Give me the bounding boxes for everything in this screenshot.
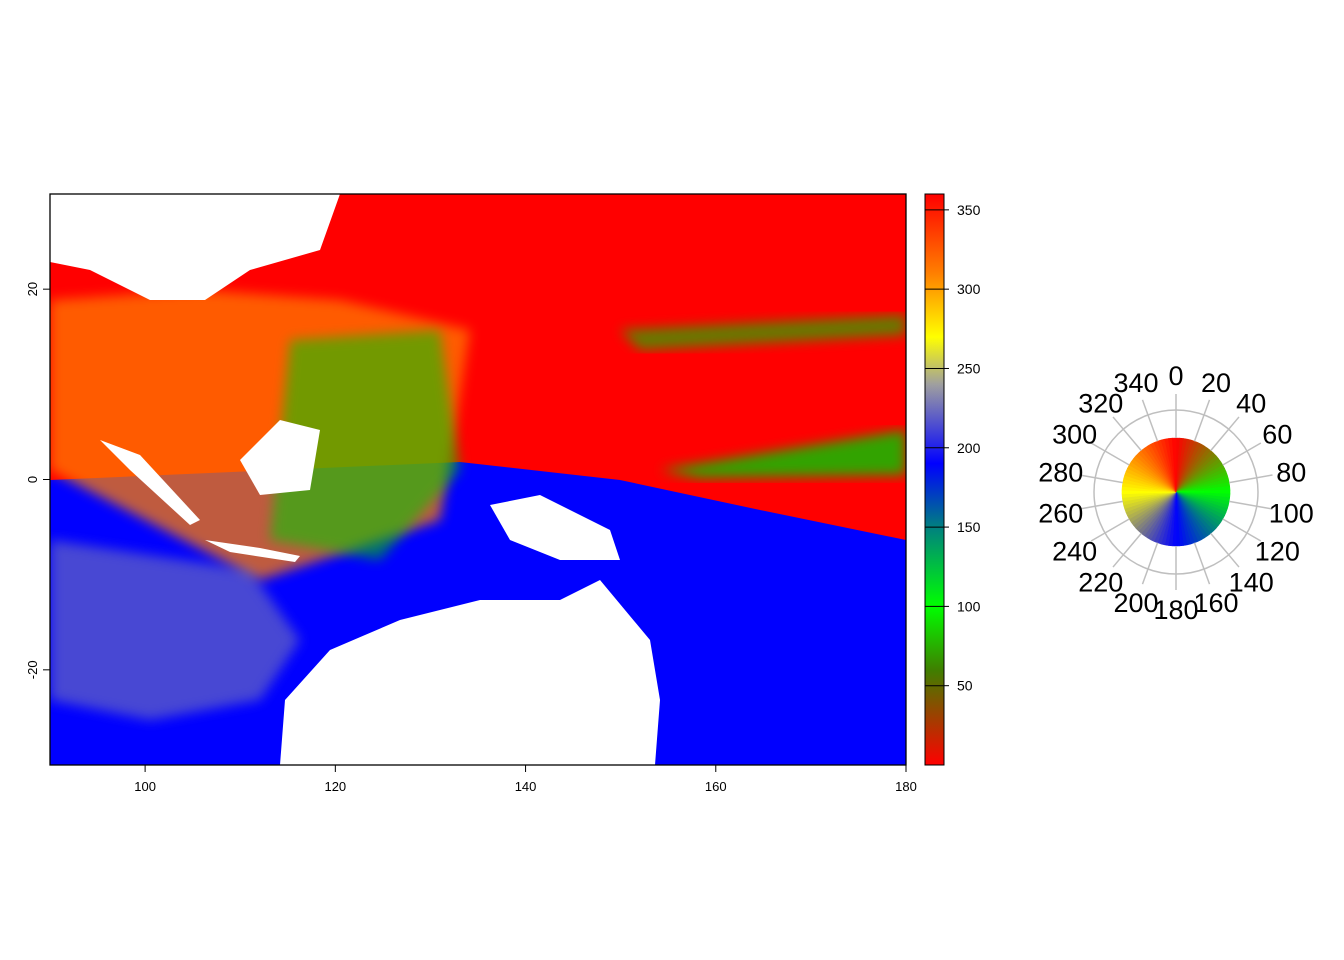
land-australia — [280, 580, 660, 765]
polar-spoke — [1210, 416, 1240, 452]
polar-spoke — [1193, 399, 1211, 442]
map-panel: 100 120 140 160 180 -20 0 20 — [25, 193, 917, 794]
y-axis: -20 0 20 — [25, 282, 50, 679]
polar-angle-label: 280 — [1038, 458, 1083, 488]
polar-angle-label: 300 — [1052, 420, 1097, 450]
polar-spoke — [1210, 532, 1240, 568]
polar-spoke — [1090, 442, 1130, 466]
colorbar-tick-label: 150 — [957, 519, 981, 535]
colorbar-ticks: 50 100 150 200 250 300 350 — [925, 202, 981, 694]
land-java — [205, 540, 300, 562]
polar-angle-label: 80 — [1276, 458, 1306, 488]
polar-spoke — [1229, 474, 1273, 484]
land-borneo — [240, 420, 320, 495]
region-north-band — [620, 315, 906, 350]
polar-spoke — [1112, 532, 1142, 568]
polar-spoke — [1193, 542, 1211, 585]
region-grey-shelf — [50, 540, 300, 720]
polar-angle-label: 320 — [1078, 388, 1123, 418]
colorbar-tick-label: 200 — [957, 440, 981, 456]
polar-spoke — [1229, 500, 1273, 510]
y-tick-label: 20 — [25, 282, 40, 296]
polar-angle-label: 200 — [1113, 588, 1158, 618]
polar-spoke — [1112, 416, 1142, 452]
colorbar-tick-label: 300 — [957, 281, 981, 297]
polar-angle-label: 160 — [1193, 588, 1238, 618]
x-tick-label: 120 — [324, 779, 346, 794]
y-tick-label: 0 — [25, 476, 40, 483]
land-asia — [50, 194, 340, 300]
x-tick-label: 160 — [705, 779, 727, 794]
polar-spoke — [1141, 399, 1159, 442]
direction-wheel — [1121, 437, 1231, 547]
polar-angle-label: 20 — [1201, 368, 1231, 398]
colorbar-tick-label: 250 — [957, 360, 981, 376]
polar-angle-label: 60 — [1262, 420, 1292, 450]
region-equatorial-band — [660, 430, 906, 478]
region-archipelago-green — [270, 330, 460, 560]
polar-spoke — [1141, 542, 1159, 585]
polar-angle-label: 240 — [1052, 537, 1097, 567]
colorbar-tick-label: 350 — [957, 202, 981, 218]
polar-angle-label: 260 — [1038, 498, 1083, 528]
polar-spoke — [1079, 500, 1123, 510]
x-tick-label: 140 — [515, 779, 537, 794]
x-tick-label: 100 — [134, 779, 156, 794]
polar-angle-label: 0 — [1168, 361, 1183, 391]
x-axis: 100 120 140 160 180 — [134, 765, 917, 794]
land-new-guinea — [490, 495, 620, 560]
colorbar-tick-label: 100 — [957, 598, 981, 614]
land-sumatra — [100, 440, 200, 525]
colorbar-gradient — [924, 193, 945, 766]
polar-angle-label: 140 — [1229, 568, 1274, 598]
polar-spoke — [1079, 474, 1123, 484]
polar-angle-label: 40 — [1236, 388, 1266, 418]
polar-angle-label: 340 — [1113, 368, 1158, 398]
x-tick-label: 180 — [895, 779, 917, 794]
polar-angle-label: 120 — [1255, 537, 1300, 567]
polar-spoke — [1222, 442, 1262, 466]
polar-angle-label: 100 — [1269, 498, 1314, 528]
heatmap-field — [50, 194, 906, 765]
polar-spoke — [1090, 518, 1130, 542]
colorbar-tick-label: 50 — [957, 678, 973, 694]
polar-angle-label: 180 — [1153, 595, 1198, 625]
y-tick-label: -20 — [25, 660, 40, 679]
colorbar: 50 100 150 200 250 300 350 — [924, 193, 981, 766]
polar-spoke — [1222, 518, 1262, 542]
polar-angle-label: 220 — [1078, 568, 1123, 598]
